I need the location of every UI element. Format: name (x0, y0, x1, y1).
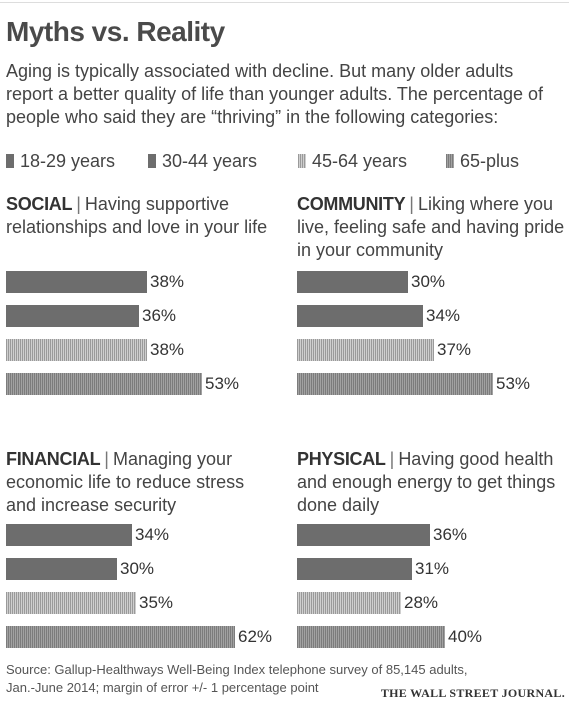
legend: 18-29 years 30-44 years 45-64 years 65-p… (6, 151, 566, 177)
bar-physical-18-29 (297, 524, 430, 546)
top-divider (0, 2, 569, 3)
panel-heading-community: COMMUNITY | Liking where you live, feeling… (297, 193, 567, 262)
bar-social-30-44 (6, 305, 139, 327)
bars-community: 30% 34% 37% 53% (297, 271, 567, 411)
bar-label-physical-30-44: 31% (415, 559, 450, 578)
panel-description-social: Having supportive relationships and love… (6, 194, 268, 237)
panel-category-social: SOCIAL (6, 194, 73, 214)
bar-financial-18-29 (6, 524, 132, 546)
bar-social-18-29 (6, 271, 147, 293)
panel-category-financial: FINANCIAL (6, 449, 101, 469)
publisher-brand: THE WALL STREET JOURNAL. (380, 686, 565, 700)
legend-swatch-45-64 (298, 154, 306, 168)
panel-description-physical: Having good health and enough energy to … (297, 449, 556, 515)
bar-label-financial-65-plus: 62% (238, 627, 273, 646)
bar-financial-45-64 (6, 592, 136, 614)
panel-separator: | (409, 194, 414, 214)
panel-heading-financial: FINANCIAL | Managing your economic life to… (6, 448, 276, 517)
panel-separator: | (389, 449, 395, 469)
bar-label-financial-18-29: 34% (135, 525, 170, 544)
legend-item-30-44: 30-44 years (148, 151, 257, 172)
legend-label-30-44: 30-44 years (162, 151, 258, 171)
bar-physical-65-plus (297, 626, 445, 648)
bar-label-financial-30-44: 30% (120, 559, 155, 578)
legend-item-65-plus: 65-plus (446, 151, 519, 172)
bar-financial-65-plus (6, 626, 235, 648)
bar-community-45-64 (297, 339, 434, 361)
panel-description-community: Liking where you live, feeling safe and … (297, 194, 565, 260)
panel-physical: PHYSICAL | Having good health and enough e… (297, 448, 567, 658)
chart-subtitle: Aging is typically associated with decli… (6, 61, 544, 127)
panel-category-community: COMMUNITY (297, 194, 406, 214)
bars-social: 38% 36% 38% 53% (6, 271, 276, 411)
source-note: Source: Gallup-Healthways Well-Being Ind… (6, 662, 468, 695)
bar-community-30-44 (297, 305, 423, 327)
legend-label-65-plus: 65-plus (460, 151, 520, 171)
panel-heading-social: SOCIAL | Having supportive relationships a… (6, 193, 276, 239)
panel-description-financial: Managing your economic life to reduce st… (6, 449, 245, 515)
bar-community-65-plus (297, 373, 493, 395)
bar-community-18-29 (297, 271, 408, 293)
bar-label-community-18-29: 30% (411, 272, 446, 291)
bar-label-social-18-29: 38% (150, 272, 185, 291)
panel-category-physical: PHYSICAL (297, 449, 386, 469)
legend-item-18-29: 18-29 years (6, 151, 115, 172)
bar-social-65-plus (6, 373, 202, 395)
chart-title: Myths vs. Reality (6, 16, 225, 47)
bar-physical-30-44 (297, 558, 412, 580)
bar-physical-45-64 (297, 592, 401, 614)
panel-separator: | (104, 449, 109, 469)
panel-community: COMMUNITY | Liking where you live, feeling… (297, 193, 567, 413)
bar-financial-30-44 (6, 558, 117, 580)
bar-label-social-65-plus: 53% (205, 374, 240, 393)
legend-swatch-65-plus (446, 154, 454, 168)
bars-physical: 36% 31% 28% 40% (297, 524, 567, 664)
bar-label-social-45-64: 38% (150, 340, 185, 359)
legend-swatch-18-29 (6, 154, 14, 168)
panel-financial: FINANCIAL | Managing your economic life to… (6, 448, 276, 658)
bar-label-physical-45-64: 28% (404, 593, 439, 612)
bar-label-community-45-64: 37% (437, 340, 472, 359)
bar-label-physical-65-plus: 40% (448, 627, 483, 646)
bar-label-community-30-44: 34% (426, 306, 461, 325)
bars-financial: 34% 30% 35% 62% (6, 524, 276, 664)
bar-label-community-65-plus: 53% (496, 374, 531, 393)
legend-label-18-29: 18-29 years (20, 151, 116, 171)
bar-social-45-64 (6, 339, 147, 361)
bar-label-physical-18-29: 36% (433, 525, 468, 544)
legend-label-45-64: 45-64 years (312, 151, 408, 171)
panel-heading-physical: PHYSICAL | Having good health and enough e… (297, 448, 567, 517)
panel-social: SOCIAL | Having supportive relationships a… (6, 193, 276, 413)
panel-separator: | (76, 194, 81, 214)
legend-swatch-30-44 (148, 154, 156, 168)
bar-label-social-30-44: 36% (142, 306, 177, 325)
bar-label-financial-45-64: 35% (139, 593, 174, 612)
legend-item-45-64: 45-64 years (298, 151, 407, 172)
